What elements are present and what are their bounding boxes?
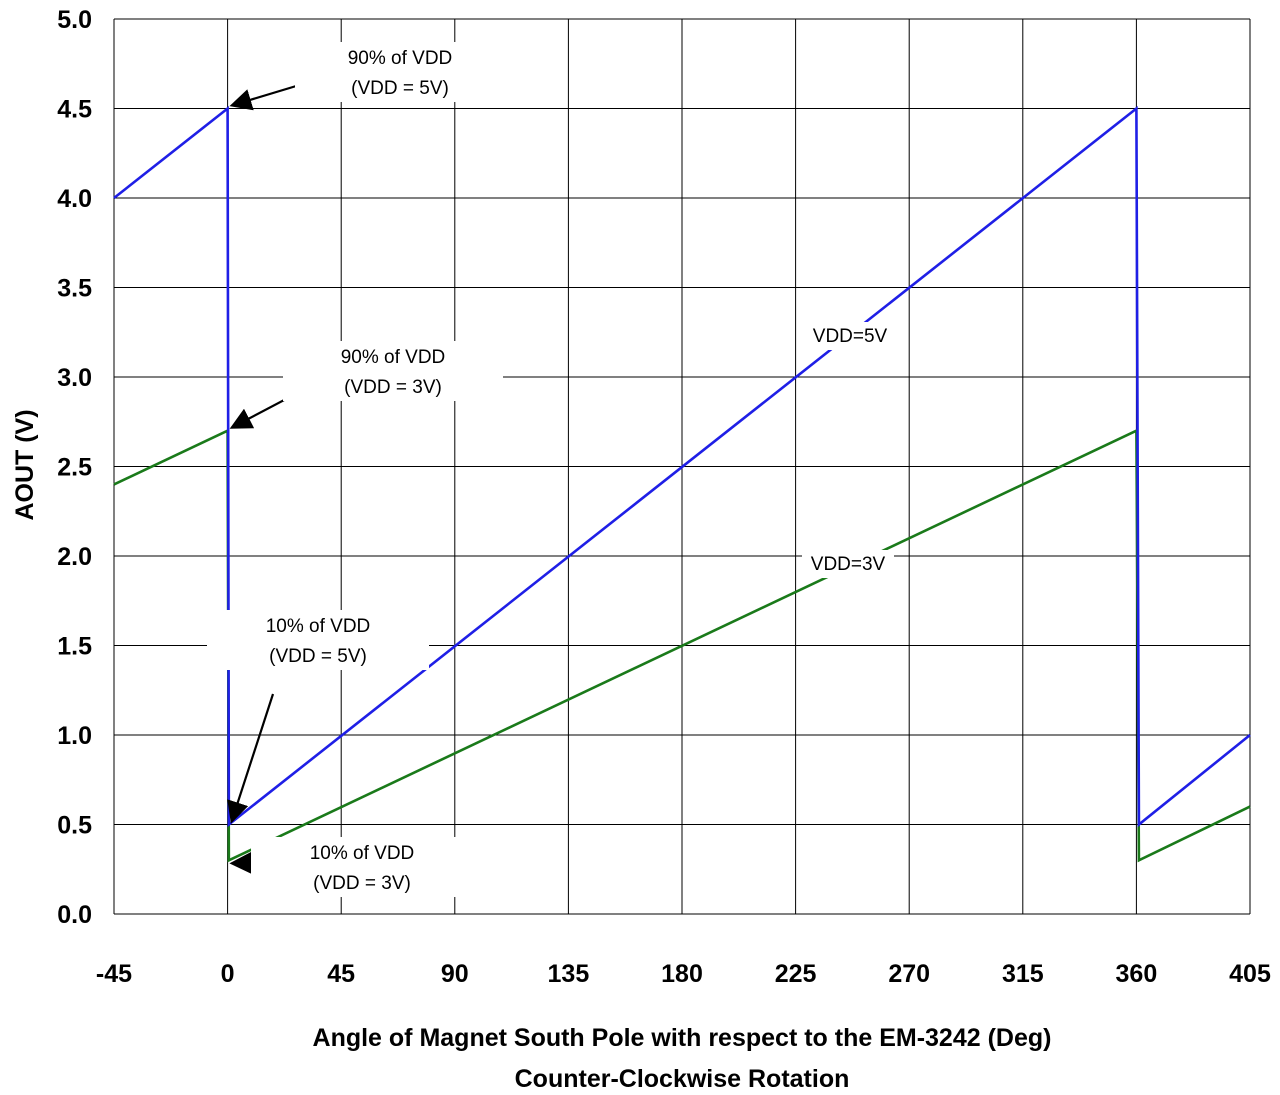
annotation-text: (VDD = 3V) xyxy=(344,377,442,398)
y-tick-label: 4.5 xyxy=(57,96,92,124)
annotation-text: (VDD = 5V) xyxy=(269,646,367,667)
y-axis-title: AOUT (V) xyxy=(11,409,39,520)
x-tick-label: 225 xyxy=(775,960,817,988)
series-label-background xyxy=(802,550,894,578)
y-tick-label: 1.5 xyxy=(57,633,92,661)
annotation-arrow xyxy=(227,693,275,824)
annotation-background xyxy=(283,341,503,401)
y-tick-label: 0.0 xyxy=(57,901,92,929)
annotation-background xyxy=(207,610,429,670)
x-tick-label: 270 xyxy=(888,960,930,988)
annotation-background xyxy=(295,42,505,102)
series-line-vdd-3v xyxy=(113,428,1251,863)
y-tick-label: 3.0 xyxy=(57,364,92,392)
annotation-text: 90% of VDD xyxy=(348,48,453,69)
x-tick-label: 180 xyxy=(661,960,703,988)
annotation-text: (VDD = 5V) xyxy=(351,78,449,99)
x-tick-label: 315 xyxy=(1002,960,1044,988)
x-axis-ticks: -45 0 45 90 135 180 225 270 315 360 405 xyxy=(96,960,1271,988)
series-label: VDD=3V xyxy=(811,554,886,575)
y-tick-label: 1.0 xyxy=(57,722,92,750)
series-line-vdd-5v xyxy=(113,105,1251,828)
grid xyxy=(113,18,1251,915)
series-label: VDD=5V xyxy=(813,326,888,347)
x-tick-label: 90 xyxy=(441,960,469,988)
annotation-background xyxy=(251,837,473,897)
annotations: 90% of VDD (VDD = 5V) 90% of VDD (VDD = 3V)… xyxy=(207,42,896,897)
y-tick-label: 2.0 xyxy=(57,543,92,571)
y-tick-label: 5.0 xyxy=(57,6,92,34)
annotation-text: 90% of VDD xyxy=(341,347,446,368)
x-axis-title: Angle of Magnet South Pole with respect … xyxy=(313,1024,1052,1052)
x-tick-label: 405 xyxy=(1229,960,1271,988)
annotation-text: 10% of VDD xyxy=(310,843,415,864)
annotation-text: (VDD = 3V) xyxy=(313,873,411,894)
y-tick-label: 3.5 xyxy=(57,275,92,303)
y-tick-label: 2.5 xyxy=(57,454,92,482)
y-tick-label: 0.5 xyxy=(57,812,92,840)
series-label-background xyxy=(804,322,896,350)
x-tick-label: 360 xyxy=(1116,960,1158,988)
x-tick-label: 135 xyxy=(548,960,590,988)
x-axis-subtitle: Counter-Clockwise Rotation xyxy=(515,1065,850,1093)
y-axis-ticks: 0.0 0.5 1.0 1.5 2.0 2.5 3.0 3.5 4.0 4.5 5.0 xyxy=(57,6,92,929)
series-group xyxy=(113,105,1251,863)
annotation-text: 10% of VDD xyxy=(266,616,371,637)
y-tick-label: 4.0 xyxy=(57,185,92,213)
x-tick-label: -45 xyxy=(96,960,132,988)
x-tick-label: 45 xyxy=(327,960,355,988)
x-tick-label: 0 xyxy=(221,960,235,988)
